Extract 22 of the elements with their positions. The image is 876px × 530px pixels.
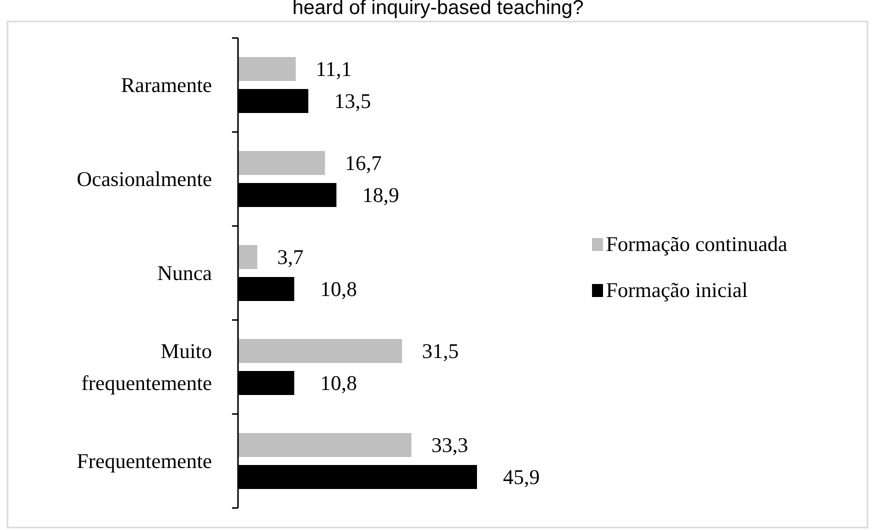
bar bbox=[238, 151, 325, 175]
y-tick-label: Ocasionalmente bbox=[76, 167, 212, 191]
bar bbox=[238, 245, 258, 269]
y-tick-label: Frequentemente bbox=[76, 449, 212, 473]
data-label: 45,9 bbox=[503, 465, 540, 489]
bar bbox=[238, 339, 402, 363]
y-tick-label: Nunca bbox=[157, 261, 213, 285]
bar bbox=[238, 57, 296, 81]
y-tick-label: Muito frequentemente bbox=[81, 339, 212, 395]
data-label: 3,7 bbox=[277, 245, 304, 269]
data-label: 13,5 bbox=[334, 89, 372, 113]
data-label: 10,8 bbox=[320, 371, 357, 395]
data-label: 16,7 bbox=[344, 151, 382, 175]
data-label: 10,8 bbox=[320, 277, 357, 301]
y-tick-label: Raramente bbox=[121, 73, 212, 97]
legend-label: Formação inicial bbox=[606, 278, 748, 302]
data-label: 33,3 bbox=[431, 433, 468, 457]
bar bbox=[238, 433, 412, 457]
data-label: 18,9 bbox=[362, 183, 400, 207]
data-label: 31,5 bbox=[422, 339, 459, 363]
data-label: 11,1 bbox=[316, 57, 352, 81]
legend-label: Formação continuada bbox=[606, 232, 788, 256]
